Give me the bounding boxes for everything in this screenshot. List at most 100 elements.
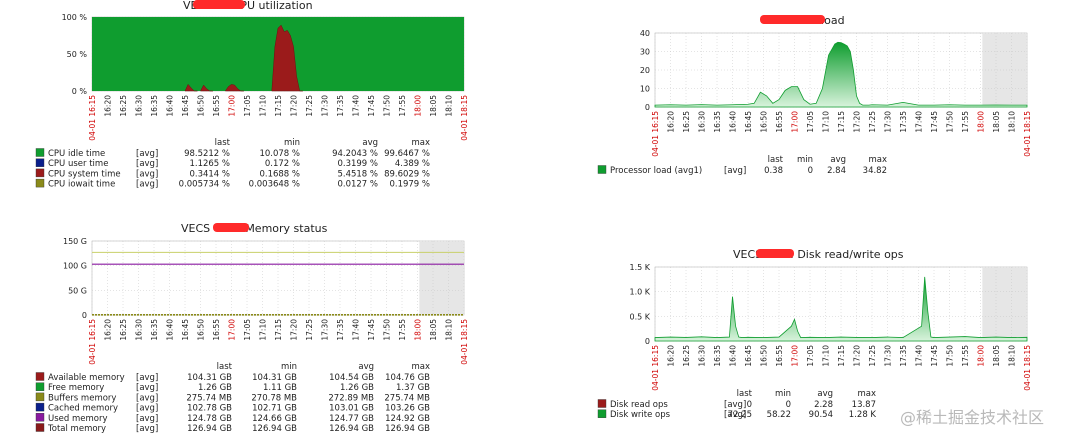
cpu-y-tick-label: 50 % xyxy=(67,50,88,59)
disk-legend-value: 13.87 xyxy=(852,400,876,410)
load-x-tick-label: 17:45 xyxy=(930,111,939,133)
cpu-y-tick-label: 100 % xyxy=(62,13,88,22)
mem-legend-value: 126.94 GB xyxy=(329,424,374,434)
load-x-tick-label: 17:50 xyxy=(946,111,955,133)
disk-x-tick-label: 16:50 xyxy=(760,345,769,367)
mem-y-tick-label: 50 G xyxy=(68,286,87,295)
disk-legend-label: Disk write ops xyxy=(610,410,671,420)
mem-legend-value: 126.94 GB xyxy=(252,424,297,434)
mem-x-tick-label: 17:15 xyxy=(274,319,283,341)
disk-x-tick-label: 17:55 xyxy=(961,345,970,367)
mem-x-tick-label: 17:00 xyxy=(228,319,237,341)
cpu-legend-label: CPU iowait time xyxy=(48,180,115,190)
load-x-tick-label: 16:55 xyxy=(775,111,784,133)
mem-x-tick-label: 16:20 xyxy=(104,319,113,341)
cpu-x-tick-label: 17:45 xyxy=(367,95,376,117)
cpu-legend-value: 0.172 % xyxy=(265,159,300,169)
cpu-legend-label: CPU user time xyxy=(48,159,108,169)
load-x-tick-label: 17:40 xyxy=(915,111,924,133)
mem-legend-agg: [avg] xyxy=(136,424,158,434)
load-legend-value: 34.82 xyxy=(863,166,887,176)
mem-title-redaction xyxy=(213,223,249,232)
disk-x-tick-label: 16:20 xyxy=(667,345,676,367)
cpu-system-area xyxy=(224,84,244,92)
mem-legend-swatch xyxy=(35,382,45,391)
load-y-tick-label: 40 xyxy=(640,29,650,38)
cpu-system-area xyxy=(200,84,213,92)
cpu-legend-value: 10.078 % xyxy=(259,149,300,159)
mem-legend-value: 102.71 GB xyxy=(252,404,297,414)
disk-legend-header: avg xyxy=(817,389,833,399)
cpu-x-tick-label: 16:55 xyxy=(212,95,221,117)
mem-x-tick-label: 17:40 xyxy=(352,319,361,341)
cpu-x-tick-label: 18:00 xyxy=(414,95,423,117)
load-x-tick-label: 16:40 xyxy=(729,111,738,133)
cpu-system-area xyxy=(184,83,198,92)
disk-legend-value: 0 xyxy=(747,400,752,410)
load-x-tick-label: 04-01 18:15 xyxy=(1023,111,1032,157)
disk-x-tick-label: 17:10 xyxy=(822,345,831,367)
cpu-legend-value: 99.6467 % xyxy=(384,149,430,159)
cpu-x-tick-label: 16:35 xyxy=(150,95,159,117)
mem-x-tick-label: 16:45 xyxy=(181,319,190,341)
mem-legend-label: Used memory xyxy=(48,414,108,424)
mem-legend-label: Cached memory xyxy=(48,404,118,414)
mem-legend-value: 124.78 GB xyxy=(187,414,232,424)
disk-x-tick-label: 16:25 xyxy=(682,345,691,367)
load-x-tick-label: 17:20 xyxy=(853,111,862,133)
mem-legend-label: Buffers memory xyxy=(48,393,116,403)
cpu-legend-label: CPU idle time xyxy=(48,149,105,159)
mem-y-tick-label: 100 G xyxy=(63,262,87,271)
mem-legend-agg: [avg] xyxy=(136,373,158,383)
cpu-legend-value: 0.0127 % xyxy=(337,180,378,190)
load-x-tick-label: 18:10 xyxy=(1008,111,1017,133)
mem-x-tick-label: 17:45 xyxy=(367,319,376,341)
mem-legend-swatch xyxy=(35,423,45,432)
mem-legend-header: max xyxy=(411,362,430,372)
cpu-y-tick-label: 0 % xyxy=(72,87,88,96)
mem-legend-value: 1.37 GB xyxy=(396,383,430,393)
load-x-tick-label: 17:15 xyxy=(837,111,846,133)
load-x-tick-label: 17:55 xyxy=(961,111,970,133)
disk-legend-value: 58.22 xyxy=(767,410,791,420)
load-y-tick-label: 30 xyxy=(640,48,650,57)
disk-x-tick-label: 17:00 xyxy=(791,345,800,367)
mem-legend-value: 126.94 GB xyxy=(385,424,430,434)
cpu-x-tick-label: 18:10 xyxy=(445,95,454,117)
cpu-x-tick-label: 16:45 xyxy=(181,95,190,117)
disk-x-tick-label: 17:45 xyxy=(930,345,939,367)
cpu-legend-value: 0.1979 % xyxy=(389,180,430,190)
mem-x-tick-label: 16:35 xyxy=(150,319,159,341)
mem-x-tick-label: 17:55 xyxy=(398,319,407,341)
mem-legend-value: 124.66 GB xyxy=(252,414,297,424)
load-x-tick-label: 17:30 xyxy=(884,111,893,133)
disk-x-tick-label: 04-01 16:15 xyxy=(651,345,660,391)
cpu-legend-swatch xyxy=(35,158,45,167)
load-legend-header: last xyxy=(768,155,784,165)
disk-x-tick-label: 16:55 xyxy=(775,345,784,367)
cpu-legend-agg: [avg] xyxy=(136,149,158,159)
mem-legend-swatch xyxy=(35,413,45,422)
disk-x-tick-label: 17:40 xyxy=(915,345,924,367)
mem-legend-value: 275.74 MB xyxy=(186,393,232,403)
load-legend-agg: [avg] xyxy=(724,166,746,176)
disk-legend-header: last xyxy=(737,389,753,399)
disk-x-tick-label: 17:05 xyxy=(806,345,815,367)
disk-x-tick-label: 17:15 xyxy=(837,345,846,367)
disk-x-tick-label: 17:50 xyxy=(946,345,955,367)
disk-legend-swatch xyxy=(597,399,607,408)
disk-x-tick-label: 04-01 18:15 xyxy=(1023,345,1032,391)
cpu-legend-swatch xyxy=(35,168,45,178)
mem-x-tick-label: 16:30 xyxy=(135,319,144,341)
disk-x-tick-label: 17:30 xyxy=(884,345,893,367)
load-x-tick-label: 16:45 xyxy=(744,111,753,133)
cpu-x-tick-label: 17:25 xyxy=(305,95,314,117)
mem-x-tick-label: 17:30 xyxy=(321,319,330,341)
cpu-legend-agg: [avg] xyxy=(136,169,158,179)
cpu-legend-agg: [avg] xyxy=(136,159,158,169)
cpu-legend-value: 0.003648 % xyxy=(249,180,300,190)
mem-x-tick-label: 04-01 16:15 xyxy=(88,319,97,365)
